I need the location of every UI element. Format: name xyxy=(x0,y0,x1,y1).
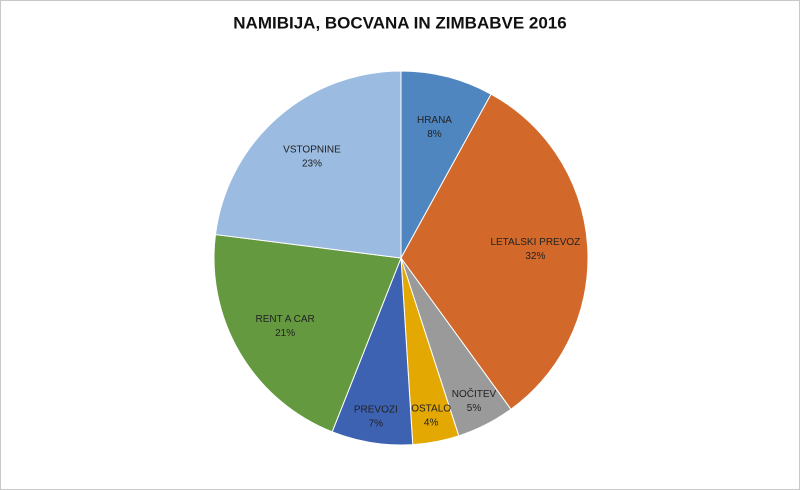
slice-value-label: 8% xyxy=(427,129,442,140)
pie-slice xyxy=(400,93,589,410)
slice-value-label: 32% xyxy=(525,251,545,262)
slice-label: LETALSKI PREVOZ xyxy=(490,237,580,248)
slice-value-label: 21% xyxy=(275,328,295,339)
slice-value-label: 7% xyxy=(369,418,384,429)
pie-slice xyxy=(214,70,402,259)
slice-value-label: 23% xyxy=(302,159,322,170)
slice-label: VSTOPNINE xyxy=(283,145,341,156)
chart-title: NAMIBIJA, BOCVANA IN ZIMBABVE 2016 xyxy=(233,13,566,32)
slice-label: NOČITEV xyxy=(452,387,497,400)
slice-label: HRANA xyxy=(417,115,452,126)
slice-value-label: 4% xyxy=(424,418,439,429)
pie-slice xyxy=(400,70,492,259)
slice-label: PREVOZI xyxy=(354,404,398,415)
slice-label: RENT A CAR xyxy=(255,314,314,325)
pie-slice xyxy=(213,234,402,433)
slice-label: OSTALO xyxy=(411,404,451,415)
slice-value-label: 5% xyxy=(467,403,482,414)
